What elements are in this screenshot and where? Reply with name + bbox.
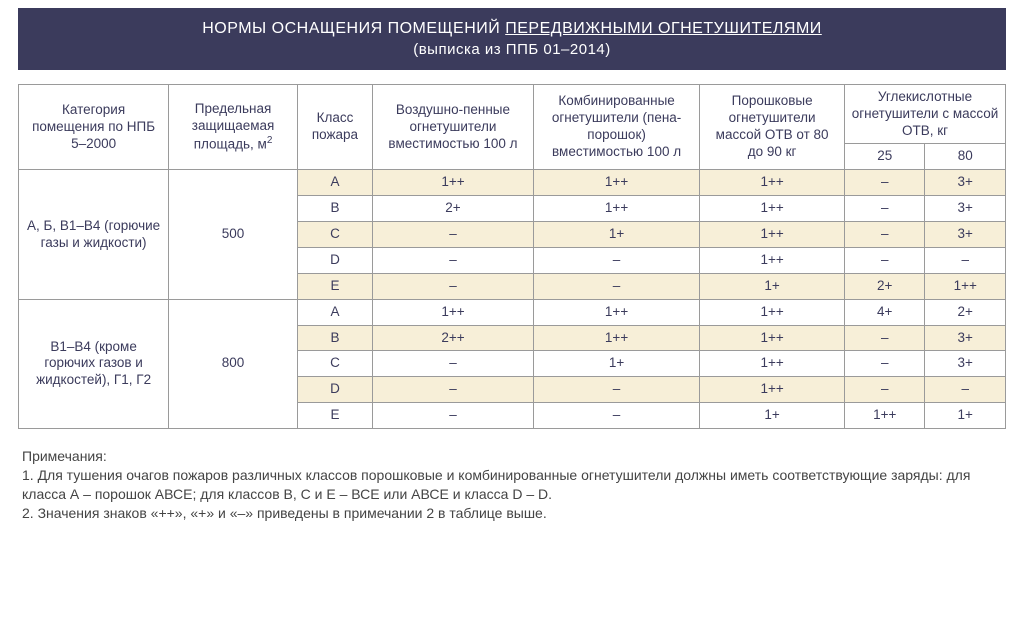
cell-c4: – (373, 273, 534, 299)
cell-c6: 1++ (700, 377, 845, 403)
cell-c7b: 3+ (925, 325, 1006, 351)
cell-c5: 1++ (533, 299, 699, 325)
cell-cls: D (297, 247, 372, 273)
banner-title-underlined: ПЕРЕДВИЖНЫМИ ОГНЕТУШИТЕЛЯМИ (505, 20, 822, 37)
cell-c7b: 3+ (925, 196, 1006, 222)
cell-c4: – (373, 351, 534, 377)
cell-cls: A (297, 299, 372, 325)
banner: НОРМЫ ОСНАЩЕНИЯ ПОМЕЩЕНИЙ ПЕРЕДВИЖНЫМИ О… (18, 8, 1006, 70)
cell-c5: – (533, 273, 699, 299)
cell-c7b: – (925, 247, 1006, 273)
cell-c7a: – (845, 247, 925, 273)
cell-c5: – (533, 403, 699, 429)
cell-c7a: 4+ (845, 299, 925, 325)
cell-cls: B (297, 196, 372, 222)
table-row: В1–В4 (кроме горючих газов и жидкостей),… (19, 299, 1006, 325)
th-foam: Воздушно-пенные огнетушители вместимость… (373, 84, 534, 170)
cell-c4: – (373, 403, 534, 429)
th-powder: Порошковые огнетушители массой ОТВ от 80… (700, 84, 845, 170)
cell-c7a: – (845, 351, 925, 377)
norms-table: Категория помещения по НПБ 5–2000 Предел… (18, 84, 1006, 429)
cell-c4: 1++ (373, 299, 534, 325)
cell-c6: 1++ (700, 170, 845, 196)
cell-c7b: 3+ (925, 170, 1006, 196)
cell-c7a: – (845, 170, 925, 196)
banner-title-prefix: НОРМЫ ОСНАЩЕНИЯ ПОМЕЩЕНИЙ (202, 20, 505, 37)
cell-area: 800 (169, 299, 298, 428)
cell-c5: – (533, 377, 699, 403)
th-fireclass: Класс пожара (297, 84, 372, 170)
cell-c4: – (373, 222, 534, 248)
cell-cls: D (297, 377, 372, 403)
notes-1: 1. Для тушения очагов пожаров различных … (22, 466, 1002, 504)
cell-c7b: 2+ (925, 299, 1006, 325)
cell-c7a: – (845, 196, 925, 222)
notes-2: 2. Значения знаков «++», «+» и «–» приве… (22, 504, 1002, 523)
cell-c7a: – (845, 377, 925, 403)
th-area: Предельная защищаемая площадь, м2 (169, 84, 298, 170)
cell-c7b: 1++ (925, 273, 1006, 299)
cell-c5: – (533, 247, 699, 273)
cell-c7a: 2+ (845, 273, 925, 299)
cell-cls: B (297, 325, 372, 351)
cell-c7a: – (845, 222, 925, 248)
cell-c4: 1++ (373, 170, 534, 196)
cell-c7b: – (925, 377, 1006, 403)
th-co2-25: 25 (845, 144, 925, 170)
cell-cls: E (297, 403, 372, 429)
cell-cls: A (297, 170, 372, 196)
cell-c5: 1++ (533, 170, 699, 196)
th-area-sup: 2 (267, 135, 273, 146)
cell-c7a: – (845, 325, 925, 351)
cell-c5: 1+ (533, 351, 699, 377)
cell-c5: 1++ (533, 325, 699, 351)
cell-c7b: 1+ (925, 403, 1006, 429)
cell-c6: 1++ (700, 299, 845, 325)
banner-subtitle: (выписка из ППБ 01–2014) (38, 40, 986, 60)
notes: Примечания: 1. Для тушения очагов пожаро… (22, 447, 1002, 523)
cell-c6: 1++ (700, 351, 845, 377)
cell-c7b: 3+ (925, 222, 1006, 248)
th-area-text: Предельная защищаемая площадь, м (192, 101, 275, 151)
th-co2: Углекислотные огнетушители с массой ОТВ,… (845, 84, 1006, 144)
th-category: Категория помещения по НПБ 5–2000 (19, 84, 169, 170)
cell-c6: 1+ (700, 273, 845, 299)
table-row: А, Б, В1–В4 (горючие газы и жидкости)500… (19, 170, 1006, 196)
cell-c6: 1++ (700, 325, 845, 351)
cell-c6: 1++ (700, 196, 845, 222)
cell-cls: E (297, 273, 372, 299)
cell-category: В1–В4 (кроме горючих газов и жидкостей),… (19, 299, 169, 428)
cell-c4: 2+ (373, 196, 534, 222)
cell-cls: C (297, 351, 372, 377)
th-combined: Комбинированные огнетушители (пена-порош… (533, 84, 699, 170)
cell-c6: 1++ (700, 247, 845, 273)
cell-category: А, Б, В1–В4 (горючие газы и жидкости) (19, 170, 169, 299)
th-co2-80: 80 (925, 144, 1006, 170)
cell-c7a: 1++ (845, 403, 925, 429)
cell-c5: 1+ (533, 222, 699, 248)
cell-c4: – (373, 377, 534, 403)
notes-heading: Примечания: (22, 447, 1002, 466)
cell-cls: C (297, 222, 372, 248)
cell-area: 500 (169, 170, 298, 299)
cell-c5: 1++ (533, 196, 699, 222)
cell-c6: 1++ (700, 222, 845, 248)
cell-c7b: 3+ (925, 351, 1006, 377)
cell-c4: 2++ (373, 325, 534, 351)
cell-c4: – (373, 247, 534, 273)
cell-c6: 1+ (700, 403, 845, 429)
